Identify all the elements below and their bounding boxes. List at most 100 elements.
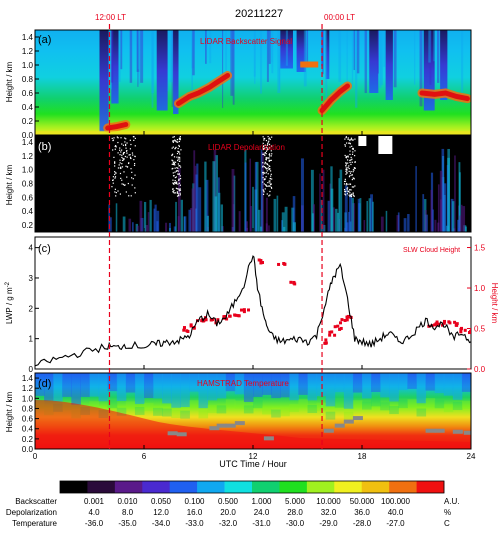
- speckle: [134, 192, 136, 194]
- depol-column: [443, 183, 447, 232]
- colorbar-swatch: [114, 481, 143, 493]
- speckle: [177, 163, 179, 165]
- speckle: [172, 172, 174, 174]
- streak: [140, 30, 144, 83]
- streak: [380, 30, 383, 86]
- panel-b-letter: (b): [38, 141, 51, 153]
- speckle: [179, 164, 181, 167]
- lwp-label-text: LWP / g m: [5, 287, 14, 324]
- speckle: [269, 180, 271, 182]
- grey-cloud-block: [167, 431, 178, 436]
- slw-point: [463, 328, 467, 332]
- speckle: [114, 161, 116, 163]
- speckle: [134, 155, 136, 157]
- speckle: [175, 187, 178, 189]
- depol-column: [190, 208, 193, 232]
- speckle: [178, 144, 180, 147]
- streak: [429, 30, 432, 85]
- speckle: [263, 190, 265, 192]
- speckle: [349, 139, 351, 142]
- speckle: [123, 158, 125, 160]
- speckle: [345, 165, 347, 167]
- temp-column: [71, 373, 81, 405]
- depol-column: [457, 219, 461, 232]
- slw-point: [228, 314, 232, 318]
- depol-column: [212, 161, 216, 232]
- speckle: [269, 182, 271, 184]
- depol-column: [339, 169, 343, 232]
- temp-column: [461, 373, 471, 392]
- depol-column: [351, 197, 354, 232]
- colorbar-value: 36.0: [354, 508, 370, 517]
- slw-point: [247, 308, 251, 312]
- depol-column: [122, 216, 126, 232]
- depol-column: [109, 217, 112, 232]
- streak: [277, 30, 281, 93]
- ytick-label: 1.0: [22, 394, 34, 403]
- temp-column: [398, 373, 408, 390]
- speckle: [128, 154, 130, 156]
- ytick-label-right: 1.5: [474, 244, 486, 253]
- streak: [271, 30, 274, 74]
- speckle: [114, 188, 117, 190]
- speckle: [125, 143, 127, 146]
- depol-column: [407, 214, 410, 232]
- speckle: [350, 163, 352, 166]
- depol-column: [459, 215, 462, 232]
- depol-column: [447, 148, 450, 232]
- panel-d-title: HAMSTRAD Temperature: [197, 379, 289, 388]
- speckle: [343, 188, 346, 191]
- speckle: [267, 148, 269, 151]
- speckle: [126, 149, 128, 152]
- panel-c-frame: [34, 236, 472, 370]
- speckle: [262, 162, 264, 164]
- streak: [110, 30, 112, 90]
- colorbar-value: 0.001: [84, 497, 105, 506]
- speckle: [354, 150, 356, 152]
- temp-column: [334, 373, 345, 393]
- depol-column: [188, 209, 191, 232]
- speckle: [172, 160, 174, 162]
- speckle: [265, 150, 268, 152]
- speckle: [269, 190, 271, 193]
- slw-point: [346, 314, 350, 318]
- speckle: [351, 193, 353, 195]
- speckle: [264, 147, 266, 149]
- speckle: [178, 145, 180, 148]
- streak: [419, 30, 423, 107]
- temp-column: [380, 373, 390, 398]
- speckle: [115, 195, 117, 197]
- speckle: [352, 195, 355, 197]
- speckle: [345, 162, 347, 164]
- speckle: [114, 145, 116, 148]
- depol-column: [177, 168, 181, 232]
- speckle: [351, 161, 353, 163]
- colorbar-frame: [59, 480, 445, 494]
- speckle: [177, 158, 179, 160]
- depol-column: [249, 158, 252, 232]
- speckle: [349, 174, 351, 177]
- speckle: [124, 155, 126, 158]
- speckle: [268, 140, 270, 142]
- depol-column: [415, 166, 417, 232]
- depol-column: [198, 187, 202, 232]
- speckle: [347, 166, 349, 169]
- colorbar-value: 20.0: [220, 508, 236, 517]
- speckle: [266, 168, 268, 170]
- slw-point: [348, 315, 352, 319]
- temp-column: [325, 373, 336, 407]
- speckle: [177, 141, 179, 143]
- temp-column: [262, 373, 272, 395]
- speckle: [353, 195, 355, 197]
- temp-column: [253, 373, 263, 397]
- speckle: [174, 192, 176, 194]
- depol-column: [345, 222, 349, 232]
- depol-column: [385, 210, 388, 232]
- layer-core: [176, 73, 231, 106]
- speckle: [123, 151, 126, 154]
- speckle: [264, 144, 266, 146]
- speckle: [131, 171, 133, 173]
- speckle: [269, 155, 271, 157]
- panel-b-ylabel: Height / km: [5, 164, 14, 205]
- depol-column: [276, 195, 279, 232]
